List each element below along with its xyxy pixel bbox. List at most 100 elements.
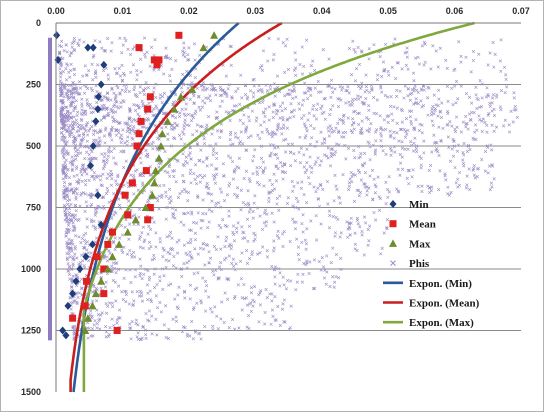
legend-entry: Min [389, 199, 429, 211]
phis-point [308, 260, 312, 264]
phis-point [332, 129, 336, 133]
phis-point [376, 73, 380, 77]
phis-point [129, 128, 134, 132]
phis-point [97, 136, 102, 140]
phis-point [365, 193, 369, 197]
phis-point [242, 176, 246, 181]
phis-point [119, 149, 123, 154]
phis-point [297, 258, 301, 262]
phis-point [140, 231, 144, 235]
phis-point [277, 208, 281, 212]
phis-point [414, 101, 418, 105]
phis-point [349, 170, 353, 175]
phis-point [121, 250, 125, 255]
phis-point [406, 147, 410, 151]
phis-point [123, 225, 127, 230]
phis-point [233, 327, 237, 331]
phis-point [114, 182, 119, 186]
phis-point [102, 134, 107, 138]
phis-point [414, 56, 418, 60]
phis-point [218, 85, 223, 89]
phis-point [334, 252, 338, 257]
phis-point [205, 126, 209, 130]
phis-point [273, 275, 277, 279]
phis-point [438, 46, 442, 50]
phis-point [188, 250, 192, 254]
phis-point [419, 163, 423, 167]
phis-point [356, 168, 361, 172]
phis-point [111, 241, 116, 245]
phis-point [134, 318, 139, 322]
phis-point [230, 317, 235, 322]
phis-point [228, 137, 232, 142]
phis-point [64, 43, 68, 47]
phis-point [347, 181, 351, 185]
phis-point [407, 182, 411, 186]
phis-point [373, 150, 377, 154]
phis-point [71, 88, 75, 92]
min-point [94, 191, 102, 200]
legend-marker-swatch [389, 239, 397, 247]
phis-point [174, 266, 178, 270]
phis-point [110, 172, 114, 177]
max-point [103, 265, 112, 273]
phis-point [248, 89, 253, 93]
phis-point [95, 322, 99, 326]
phis-point [136, 331, 140, 335]
phis-point [240, 251, 244, 255]
phis-point [65, 257, 69, 262]
phis-point [380, 246, 384, 250]
phis-point [310, 136, 314, 140]
phis-point [132, 45, 137, 49]
phis-point [367, 186, 371, 190]
phis-point [281, 123, 286, 127]
phis-point [217, 265, 222, 269]
phis-point [352, 127, 356, 131]
phis-point [99, 98, 103, 103]
phis-point [193, 76, 197, 80]
phis-point [158, 240, 162, 244]
phis-point [258, 303, 263, 307]
phis-point [149, 227, 153, 231]
phis-point [85, 121, 90, 125]
phis-point [437, 88, 441, 92]
phis-point [186, 53, 190, 57]
phis-point [210, 199, 214, 203]
phis-point [279, 126, 283, 131]
phis-edge-strip [48, 37, 52, 341]
phis-point [456, 143, 461, 147]
phis-point [94, 174, 98, 178]
phis-point [70, 249, 74, 253]
phis-point [202, 137, 206, 141]
phis-point [105, 236, 109, 240]
phis-point [455, 149, 460, 153]
phis-point [74, 157, 78, 161]
phis-point [224, 110, 228, 114]
phis-point [65, 105, 69, 109]
phis-point [133, 255, 137, 259]
phis-point [294, 288, 298, 292]
phis-point [225, 94, 229, 98]
phis-point [289, 304, 293, 308]
phis-point [214, 116, 219, 121]
phis-point [511, 120, 515, 124]
phis-point [218, 104, 222, 108]
phis-point [68, 217, 73, 222]
phis-point [94, 84, 98, 88]
phis-point [60, 138, 64, 142]
phis-point [65, 244, 69, 248]
phis-point [70, 83, 74, 88]
x-tick-label: 0.06 [446, 6, 464, 16]
phis-point [164, 54, 169, 58]
phis-point [89, 202, 94, 207]
phis-point [93, 225, 98, 229]
phis-point [464, 186, 469, 190]
phis-point [105, 157, 109, 162]
phis-point [407, 109, 412, 113]
phis-point [353, 242, 357, 246]
phis-point [117, 121, 121, 125]
phis-point [490, 163, 494, 167]
phis-point [305, 38, 309, 42]
phis-point [238, 259, 243, 263]
phis-point [231, 257, 235, 261]
